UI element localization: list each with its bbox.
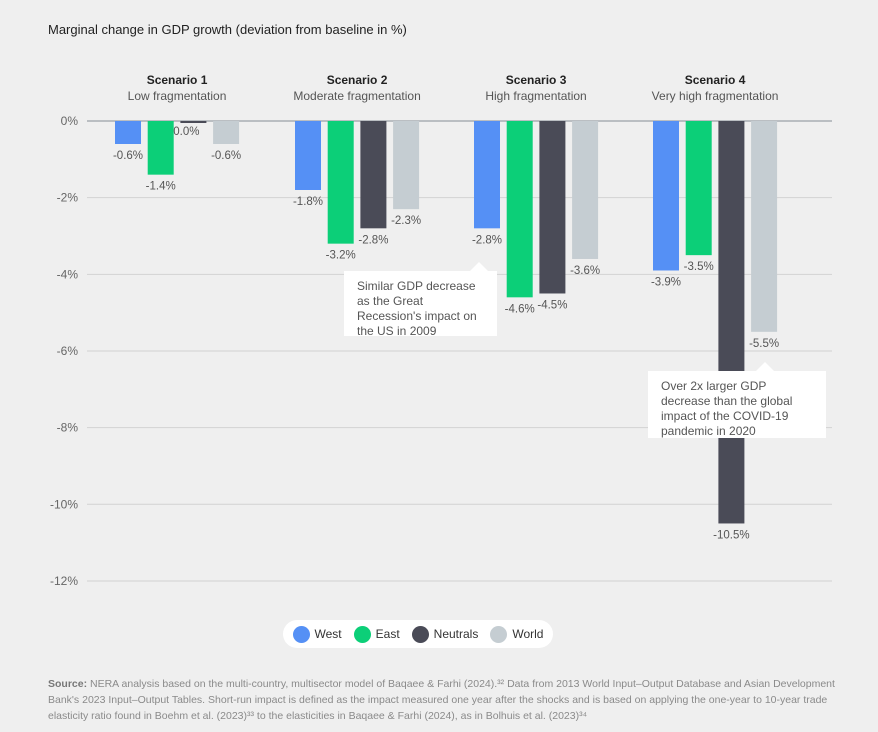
scenario-title: Scenario 2	[327, 73, 388, 87]
legend-label: World	[512, 627, 544, 641]
bar-east	[685, 121, 712, 256]
y-tick-label: -6%	[57, 344, 79, 358]
legend-label: West	[314, 627, 342, 641]
legend-swatch	[411, 625, 429, 643]
annotation-great-recession: Similar GDP decrease as the Great Recess…	[344, 262, 497, 338]
legend-swatch	[353, 625, 371, 643]
data-label: -1.4%	[146, 181, 176, 193]
y-tick-label: -8%	[57, 421, 79, 435]
data-label: -2.3%	[391, 215, 421, 227]
bar-world	[213, 121, 240, 144]
data-label: -5.5%	[749, 338, 779, 350]
data-label: -0.6%	[211, 150, 241, 162]
data-label: -3.2%	[326, 250, 356, 262]
bar-world	[751, 121, 778, 332]
bar-neutrals	[718, 121, 745, 524]
data-label: -2.8%	[358, 234, 388, 246]
bar-west	[115, 121, 141, 144]
data-label: -3.6%	[570, 265, 600, 277]
data-label: -4.5%	[537, 299, 567, 311]
chart-title: Marginal change in GDP growth (deviation…	[48, 22, 407, 37]
legend-item-west: West	[292, 625, 342, 643]
source-label: Source:	[48, 678, 88, 690]
scenario-title: Scenario 3	[506, 73, 567, 87]
y-tick-label: -2%	[57, 191, 79, 205]
legend-item-east: East	[353, 625, 400, 643]
bar-east	[147, 121, 174, 175]
scenario-subtitle: Moderate fragmentation	[293, 89, 420, 103]
legend-label: East	[375, 627, 400, 641]
scenario-title: Scenario 1	[147, 73, 208, 87]
data-label: -1.8%	[293, 196, 323, 208]
data-label: 0.0%	[173, 126, 199, 138]
annotation-text: Over 2x larger GDP decrease than the glo…	[661, 379, 793, 438]
bar-world	[572, 121, 599, 259]
bar-east	[327, 121, 354, 244]
scenario-subtitle: Very high fragmentation	[652, 89, 779, 103]
bar-world	[393, 121, 420, 210]
source-text: NERA analysis based on the multi-country…	[48, 678, 835, 722]
y-tick-label: -10%	[50, 497, 78, 511]
legend: West East Neutrals World	[283, 620, 553, 648]
bar-neutrals	[360, 121, 387, 229]
bar-east	[506, 121, 533, 298]
data-label: -4.6%	[505, 303, 535, 315]
data-label: -3.9%	[651, 276, 681, 288]
legend-item-neutrals: Neutrals	[411, 625, 479, 643]
y-tick-label: -4%	[57, 267, 79, 281]
bar-neutrals	[539, 121, 566, 294]
bar-west	[474, 121, 500, 229]
scenario-subtitle: High fragmentation	[485, 89, 586, 103]
y-tick-label: -12%	[50, 574, 78, 588]
legend-swatch	[292, 625, 310, 643]
scenario-title: Scenario 4	[685, 73, 746, 87]
bar-west	[295, 121, 321, 190]
scenario-subtitle: Low fragmentation	[128, 89, 227, 103]
legend-swatch	[490, 625, 508, 643]
annotation-text: Similar GDP decrease as the Great Recess…	[357, 279, 477, 338]
y-tick-label: 0%	[61, 114, 79, 128]
data-label: -3.5%	[684, 261, 714, 273]
legend-item-world: World	[490, 625, 544, 643]
legend-label: Neutrals	[433, 627, 479, 641]
data-label: -0.6%	[113, 150, 143, 162]
bar-chart: 0% -2% -4% -6% -8% -10% -12% Scenario 1 Low frag…	[50, 73, 832, 588]
source-note: Source: NERA analysis based on the multi…	[48, 676, 838, 724]
data-label: -10.5%	[713, 529, 749, 541]
annotation-covid: Over 2x larger GDP decrease than the glo…	[648, 362, 826, 438]
bar-neutrals	[180, 121, 207, 123]
bar-west	[653, 121, 679, 271]
data-label: -2.8%	[472, 234, 502, 246]
